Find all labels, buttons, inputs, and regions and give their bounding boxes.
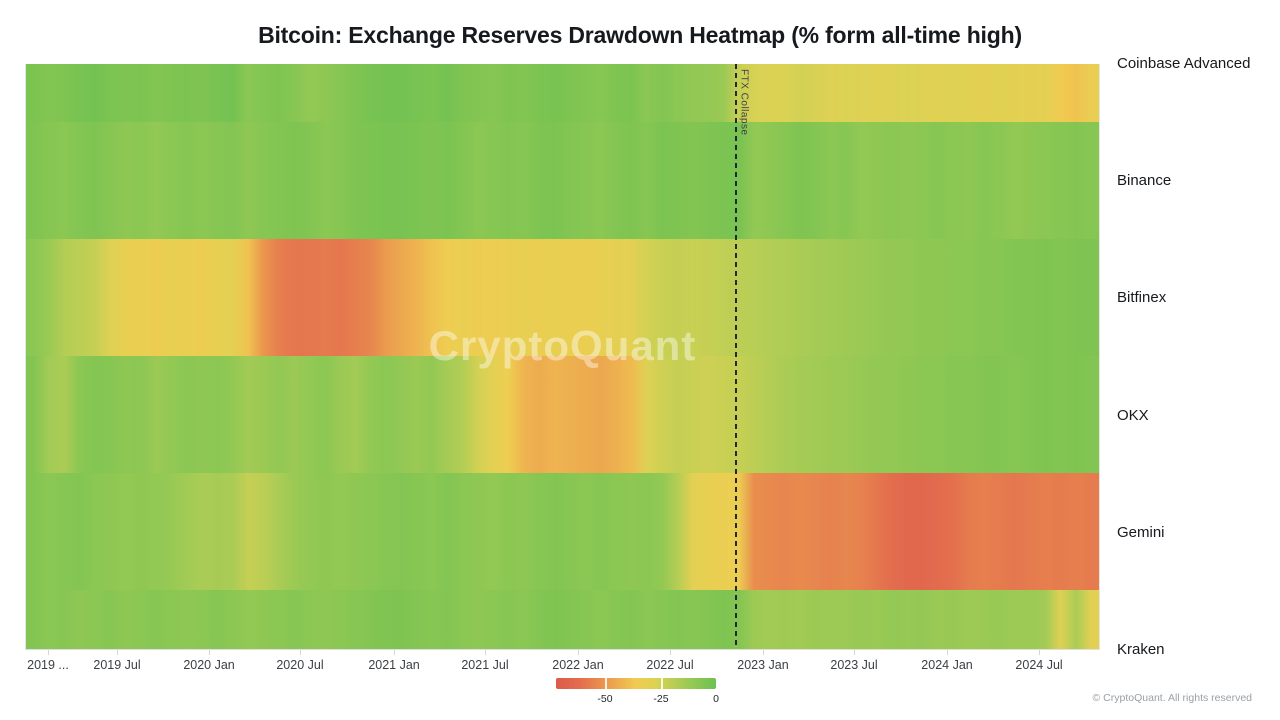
- heatmap-row-kraken[interactable]: [26, 590, 1099, 649]
- heatmap-row-bitfinex[interactable]: [26, 239, 1099, 356]
- exchange-label-coinbase-advanced: Coinbase Advanced: [1117, 55, 1251, 72]
- x-tick-mark: [854, 650, 856, 655]
- ftx-collapse-label: FTX Collapse: [738, 69, 750, 136]
- x-tick-label: 2020 Jul: [276, 658, 324, 672]
- legend-separator: [660, 678, 663, 689]
- x-tick-label: 2020 Jan: [183, 658, 235, 672]
- x-tick-label: 2021 Jul: [461, 658, 509, 672]
- x-tick-label: 2019 ...: [27, 658, 69, 672]
- heatmap-row-binance[interactable]: [26, 122, 1099, 239]
- color-legend: -50 -25 0: [556, 678, 719, 710]
- exchange-label-okx: OKX: [1117, 406, 1149, 424]
- x-tick-mark: [762, 650, 764, 655]
- x-tick-mark: [48, 650, 49, 655]
- heatmap-row-okx[interactable]: [26, 356, 1099, 473]
- x-tick-mark: [1039, 650, 1041, 655]
- copyright-text: © CryptoQuant. All rights reserved: [1092, 692, 1252, 704]
- legend-tick-label: 0: [713, 693, 719, 705]
- x-tick-mark: [209, 650, 211, 655]
- x-tick-label: 2024 Jul: [1015, 658, 1063, 672]
- x-tick-mark: [394, 650, 396, 655]
- chart-title: Bitcoin: Exchange Reserves Drawdown Heat…: [258, 22, 1022, 48]
- x-tick-label: 2022 Jul: [646, 658, 694, 672]
- x-tick-label: 2024 Jan: [921, 658, 973, 672]
- ftx-collapse-line: [734, 64, 737, 649]
- x-tick-mark: [299, 650, 301, 655]
- exchange-label-gemini: Gemini: [1117, 523, 1165, 541]
- x-tick-mark: [577, 650, 579, 655]
- legend-separator: [604, 678, 607, 689]
- x-axis: 2019 ... 2019 Jul 2020 Jan 2020 Jul 2021 Jan…: [25, 650, 1100, 680]
- heatmap-row-gemini[interactable]: [26, 473, 1099, 590]
- x-tick-label: 2019 Jul: [93, 658, 141, 672]
- x-tick-mark: [670, 650, 671, 655]
- x-tick-mark: [117, 650, 119, 655]
- color-legend-bar: [556, 678, 716, 689]
- exchange-label-bitfinex: Bitfinex: [1117, 289, 1167, 307]
- exchange-label-binance: Binance: [1117, 172, 1172, 190]
- x-tick-label: 2023 Jul: [830, 658, 878, 672]
- exchange-labels: Coinbase Advanced Binance Bitfinex OKX Gemin…: [1117, 55, 1277, 658]
- heatmap-plot[interactable]: CryptoQuant FTX Collapse: [25, 64, 1100, 650]
- legend-tick-label: -25: [653, 693, 669, 705]
- x-tick-label: 2021 Jan: [368, 658, 420, 672]
- exchange-label-kraken: Kraken: [1117, 641, 1165, 658]
- x-tick-label: 2023 Jan: [737, 658, 789, 672]
- heatmap-row-coinbase-advanced[interactable]: [26, 64, 1099, 122]
- x-tick-label: 2022 Jan: [552, 658, 604, 672]
- legend-tick-label: -50: [597, 693, 613, 705]
- x-tick-mark: [484, 650, 486, 655]
- x-tick-mark: [947, 650, 949, 655]
